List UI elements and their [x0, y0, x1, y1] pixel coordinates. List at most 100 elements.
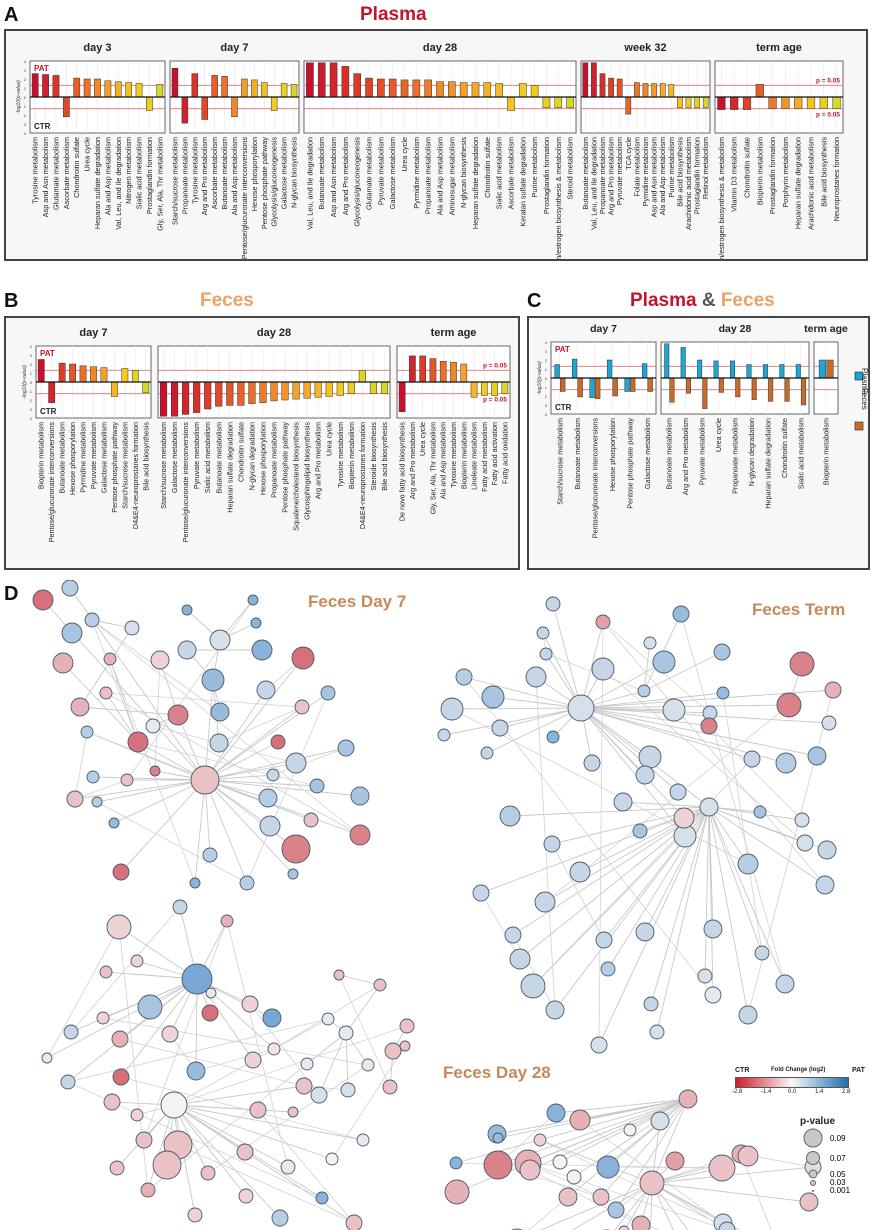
- network-edge: [204, 779, 361, 797]
- metabolite-node: [84, 612, 100, 628]
- category-label: Biopterin metabolism: [822, 418, 831, 485]
- category-label: Butanoate metabolism: [581, 137, 590, 210]
- metabolite-node: [592, 1188, 610, 1206]
- network-edge: [194, 779, 206, 884]
- network-edge: [643, 651, 723, 692]
- category-label: Urea cycle: [418, 422, 427, 456]
- panel-b-title: Feces: [200, 290, 254, 311]
- metabolite-node: [525, 666, 547, 688]
- metabolite-node: [650, 1111, 670, 1131]
- network-edge: [656, 806, 710, 1033]
- metabolite-node: [737, 853, 759, 875]
- metabolite-node: [267, 1042, 281, 1056]
- metabolite-node: [266, 768, 280, 782]
- metabolite-node: [333, 969, 345, 981]
- metabolite-node: [201, 668, 225, 692]
- category-label: Starch/sucrose metabolism: [120, 422, 129, 509]
- plasma-chart: 4 3 2 1 0 1 2 3 4 -log10(p-value) day 3 Tyrosine me…: [16, 42, 844, 287]
- metabolite-node: [112, 863, 130, 881]
- metabolite-node: [161, 1025, 179, 1043]
- metabolite-node: [799, 1192, 819, 1212]
- metabolite-node: [754, 945, 770, 961]
- network-edge: [67, 978, 198, 1083]
- metabolite-node: [177, 640, 197, 660]
- category-label: Galactose metabolism: [643, 418, 652, 489]
- network-edge: [509, 806, 710, 817]
- bar-feces: [801, 377, 807, 406]
- panel-c-title-plasma: Plasma: [630, 290, 697, 311]
- metabolite-node: [60, 1074, 76, 1090]
- metabolite-node: [189, 877, 201, 889]
- metabolite-node: [444, 1179, 470, 1205]
- bar: [685, 96, 692, 109]
- bar: [79, 365, 87, 383]
- category-label: Sialic acid metabolism: [203, 422, 212, 493]
- category-label: TCA cycle: [624, 137, 633, 170]
- category-label: Tyrosine metabolism: [336, 422, 345, 488]
- metabolite-node: [220, 914, 234, 928]
- metabolite-node: [80, 725, 94, 739]
- panel-a-title: Plasma: [360, 4, 427, 25]
- category-label: Heparan sulfate degradation: [93, 137, 102, 229]
- legend-label-plasma: Plasma: [860, 368, 868, 395]
- bar: [781, 96, 790, 109]
- bar-plasma: [697, 359, 703, 379]
- bar: [83, 78, 91, 98]
- bar-feces: [577, 377, 583, 398]
- category-label: Pentose phosphate pathway: [260, 137, 269, 229]
- category-label: Butanoate metabolism: [573, 418, 582, 490]
- metabolite-node: [287, 868, 299, 880]
- metabolite-node: [824, 681, 842, 699]
- bar: [114, 81, 122, 98]
- network-edge: [67, 1018, 329, 1083]
- category-label: Pentose phosphate pathway: [110, 422, 119, 513]
- bar: [329, 62, 338, 98]
- bar: [730, 96, 739, 110]
- metabolite-node: [399, 1040, 411, 1052]
- category-label: Chondroitin sulfate: [483, 137, 492, 198]
- bar: [237, 381, 245, 406]
- metabolite-node: [145, 718, 161, 734]
- network-edge: [154, 659, 161, 772]
- metabolite-node: [350, 786, 370, 806]
- pvalue-threshold-label: p = 0.05: [483, 362, 507, 369]
- metabolite-node: [821, 715, 837, 731]
- network-edge: [147, 1104, 175, 1191]
- category-label: Arachidonic acid metabolism: [807, 137, 816, 230]
- category-label: Arg and Pro metabolism: [341, 137, 350, 215]
- network-edge: [204, 747, 347, 781]
- metabolite-node: [595, 614, 611, 630]
- category-label: D4&E4-neuroprostanes formation: [358, 422, 367, 529]
- metabolite-node: [70, 697, 90, 717]
- metabolite-node: [140, 1182, 156, 1198]
- ctr-label: CTR: [555, 403, 572, 412]
- metabolite-node: [103, 652, 117, 666]
- bar: [470, 381, 478, 398]
- network-edge: [345, 984, 381, 1034]
- network-edge: [91, 619, 361, 836]
- bar: [471, 82, 480, 98]
- metabolite-node: [349, 824, 371, 846]
- bar: [290, 84, 298, 98]
- category-label: Pyruvate metabolism: [376, 137, 385, 205]
- category-label: Hexose phosporylation: [258, 422, 267, 495]
- metabolite-node: [187, 1207, 203, 1223]
- metabolite-node: [66, 790, 84, 808]
- pvalue-legend-circles: 0.09 0.07 0.05 0.03 0.001: [803, 1128, 851, 1195]
- bar: [131, 370, 139, 383]
- metabolite-node: [236, 1143, 254, 1161]
- category-label: Purine metabolism: [530, 137, 539, 197]
- network-edge: [571, 1182, 653, 1230]
- bar-plasma: [762, 364, 768, 379]
- metabolite-node: [607, 1201, 625, 1219]
- bar: [450, 361, 457, 383]
- metabolite-node: [315, 1191, 329, 1205]
- metabolite-node: [789, 651, 815, 677]
- metabolite-node: [738, 1005, 758, 1025]
- bar: [491, 381, 498, 396]
- bar: [400, 79, 409, 98]
- metabolite-node: [310, 1086, 328, 1104]
- network-edge: [226, 920, 289, 1168]
- y-tick-label: 4: [545, 412, 548, 417]
